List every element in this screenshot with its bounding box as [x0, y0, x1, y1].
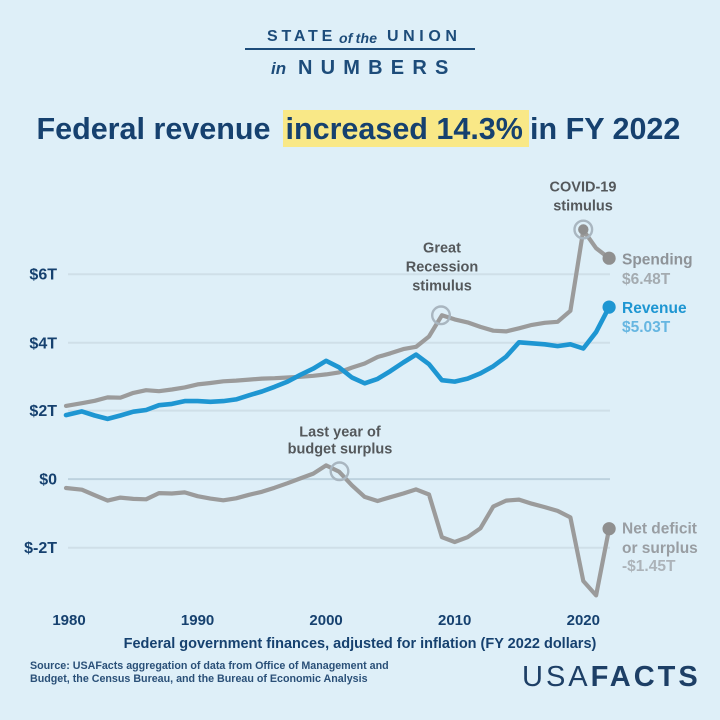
svg-text:Spending: Spending [622, 251, 693, 268]
svg-text:$4T: $4T [29, 335, 57, 352]
svg-text:1990: 1990 [181, 612, 214, 629]
svg-text:Source: USAFacts aggregation o: Source: USAFacts aggregation of data fro… [30, 660, 389, 672]
svg-text:$2T: $2T [29, 403, 57, 420]
svg-text:stimulus: stimulus [553, 199, 613, 215]
svg-text:$5.03T: $5.03T [622, 319, 671, 336]
svg-text:or surplus: or surplus [622, 540, 698, 557]
svg-text:Federal government finances, a: Federal government finances, adjusted fo… [124, 636, 597, 652]
svg-text:$6T: $6T [29, 267, 57, 284]
svg-text:2020: 2020 [567, 612, 600, 629]
svg-text:Recession: Recession [406, 260, 479, 276]
svg-text:USAFACTS: USAFACTS [522, 661, 701, 693]
svg-text:$-2T: $-2T [24, 540, 57, 557]
svg-text:Revenue: Revenue [622, 300, 687, 317]
svg-text:Budget, the Census Bureau, and: Budget, the Census Bureau, and the Burea… [30, 673, 368, 685]
svg-text:$0: $0 [39, 472, 57, 489]
svg-text:COVID-19: COVID-19 [550, 180, 617, 196]
svg-text:$6.48T: $6.48T [622, 271, 671, 288]
svg-text:1980: 1980 [52, 612, 85, 629]
svg-text:Net deficit: Net deficit [622, 520, 697, 537]
svg-text:Great: Great [423, 241, 461, 257]
svg-text:budget surplus: budget surplus [288, 441, 393, 457]
svg-text:-$1.45T: -$1.45T [622, 558, 676, 575]
svg-text:2000: 2000 [309, 612, 342, 629]
svg-text:stimulus: stimulus [412, 279, 472, 295]
svg-text:2010: 2010 [438, 612, 471, 629]
svg-text:Last year of: Last year of [299, 424, 381, 440]
